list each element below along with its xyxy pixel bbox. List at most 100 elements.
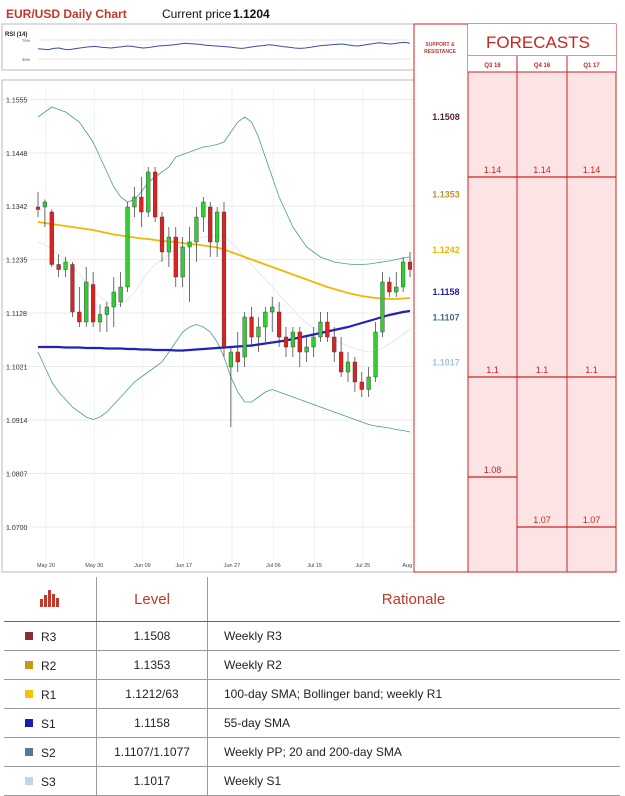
candle — [194, 207, 199, 262]
y-tick-label: 1.0807 — [6, 472, 28, 479]
forecast-value: 1.14 — [533, 165, 551, 175]
candle — [187, 227, 192, 302]
forecast-col-header-bg — [468, 56, 616, 72]
candle — [263, 307, 268, 342]
candle — [221, 202, 227, 357]
forecast-value: 1.08 — [484, 465, 502, 475]
candle-body — [118, 286, 123, 303]
rsi-lower-tick: 30% — [22, 57, 30, 62]
forecast-value: 1.07 — [533, 515, 551, 525]
candle — [332, 327, 337, 362]
sr-panel — [413, 23, 469, 573]
candle-body — [201, 201, 206, 218]
bar-chart-icon — [4, 577, 97, 622]
forecast-value: 1.1 — [536, 365, 549, 375]
level-symbol-label: R2 — [41, 658, 57, 673]
rsi-upper-tick: 70% — [22, 38, 30, 43]
candle-body — [249, 316, 254, 338]
sr-labels: 1.1508 1.1353 1.1242 1.1158 1.1107 1.1017 — [432, 112, 460, 368]
x-tick-label: Aug 03 — [402, 563, 419, 569]
row-symbol: R2 — [4, 650, 97, 680]
level-color-swatch — [25, 690, 33, 699]
bollinger-upper — [37, 106, 411, 265]
candle — [373, 322, 378, 382]
candle-body — [159, 216, 165, 253]
forecast-value: 1.1 — [585, 365, 598, 375]
candle-body — [332, 336, 337, 353]
price-plot-frame — [1, 79, 415, 573]
levels-table-row: R2 1.1353 Weekly R2 — [4, 650, 620, 680]
candle — [125, 202, 130, 292]
candle-body — [242, 316, 247, 358]
level-symbol-label: R1 — [41, 687, 57, 702]
candle-body — [277, 311, 282, 338]
level-symbol-label: S1 — [41, 716, 56, 731]
forecast-col-header: Q1 17 — [583, 63, 600, 69]
candle-body — [187, 241, 192, 248]
candle — [249, 307, 254, 347]
candle — [159, 212, 165, 262]
level-value: 1.1107/1.1077 — [96, 737, 208, 767]
candle — [42, 199, 47, 227]
candle-body — [387, 281, 392, 293]
candle-body — [352, 361, 357, 383]
current-price-value: 1.1204 — [233, 7, 270, 21]
candle-body — [221, 211, 227, 348]
candle — [146, 167, 151, 217]
candle-body — [325, 321, 330, 338]
candle — [91, 272, 96, 327]
x-axis-ticks: May 20 May 30 Jun 09 Jun 17 Jun 27 Jul 06 Jul … — [37, 563, 420, 569]
candle-body — [56, 264, 61, 270]
x-tick-label: May 30 — [85, 563, 103, 569]
candle-body — [263, 311, 268, 328]
level-rationale: 100-day SMA; Bollinger band; weekly R1 — [207, 679, 620, 709]
candle — [180, 237, 185, 287]
candle — [132, 187, 137, 217]
candle-body — [373, 331, 378, 378]
candle-body — [318, 321, 323, 338]
candle — [77, 287, 82, 327]
candle-body — [401, 261, 406, 288]
row-symbol: S1 — [4, 708, 97, 738]
sr-level-label: 1.1353 — [432, 190, 460, 200]
candle-body — [228, 351, 233, 368]
levels-table-wrap: Level Rationale R3 1.1508 Weekly R3 R2 1.135… — [0, 577, 625, 796]
sr-level-label: 1.1158 — [432, 287, 459, 297]
candle — [318, 312, 323, 342]
candle — [311, 327, 316, 357]
candle-body — [380, 281, 385, 333]
y-tick-label: 1.1555 — [6, 98, 28, 105]
level-color-swatch — [25, 661, 33, 670]
levels-table-row: R1 1.1212/63 100-day SMA; Bollinger band; … — [4, 679, 620, 709]
candle-body — [180, 246, 185, 278]
sr-title-line1: SUPPORT & — [425, 42, 455, 48]
forecast-value: 1.14 — [484, 165, 502, 175]
x-tick-label: Jul 15 — [307, 563, 322, 569]
candle — [297, 327, 302, 367]
candle-body — [215, 211, 220, 243]
levels-table-header: Level Rationale — [4, 577, 620, 622]
candle-body — [235, 351, 240, 363]
candle — [235, 332, 240, 372]
candle — [208, 202, 213, 257]
candle-body — [366, 376, 371, 390]
y-tick-label: 1.1448 — [6, 151, 28, 158]
candle-body — [111, 291, 116, 308]
sr-level-label: 1.1017 — [432, 358, 460, 368]
forecast-title: FORECASTS — [486, 33, 590, 52]
candle — [345, 352, 351, 382]
level-rationale: Weekly PP; 20 and 200-day SMA — [207, 737, 620, 767]
candle — [359, 372, 364, 397]
candle — [352, 357, 357, 392]
y-tick-label: 1.0700 — [6, 525, 28, 532]
candle — [70, 262, 75, 317]
level-value: 1.1353 — [96, 650, 208, 680]
candle — [173, 227, 178, 287]
candle — [35, 192, 41, 217]
row-symbol: S3 — [4, 766, 97, 796]
candle-body — [407, 261, 413, 270]
y-tick-label: 1.1128 — [6, 311, 27, 318]
candle-body — [166, 236, 171, 253]
row-symbol: R1 — [4, 679, 97, 709]
col-level-header: Level — [96, 577, 208, 622]
